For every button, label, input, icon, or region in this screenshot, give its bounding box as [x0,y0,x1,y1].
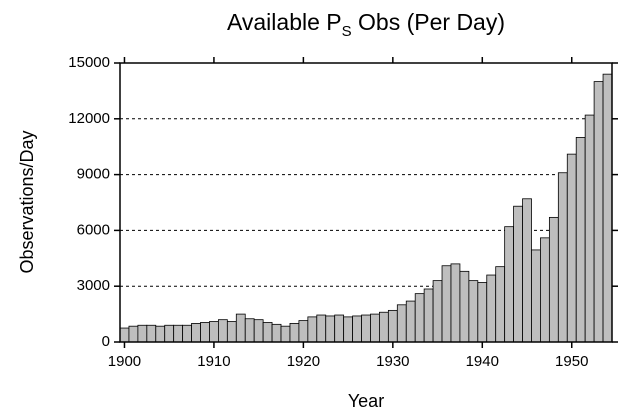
bar [164,324,175,343]
bar [155,325,166,343]
bar [522,198,532,343]
bar [540,237,550,343]
bar [370,313,380,343]
bar [379,311,389,343]
bar [602,73,613,343]
bar [414,293,425,343]
x-tick-label: 1900 [108,353,141,370]
y-tick-label: 6000 [77,221,110,238]
bar [450,263,461,343]
title-text: Available P [227,9,342,35]
y-tick-label: 12000 [68,110,110,127]
y-tick-label: 0 [102,333,110,350]
bar [548,216,559,343]
bar [495,266,506,343]
x-tick-label: 1910 [197,353,230,370]
bar [593,81,604,343]
bar [325,315,336,343]
bar [477,282,488,343]
bar [557,172,568,343]
plot-frame [119,62,613,343]
bar [289,322,300,343]
bar [209,321,219,343]
bar [575,136,586,343]
bar [146,324,157,343]
x-tick-label: 1920 [287,353,320,370]
bar [316,314,327,343]
bar [217,319,228,343]
bar [119,327,130,343]
y-tick-label: 3000 [77,277,110,294]
title-text: Obs (Per Day) [352,9,505,35]
bar [173,324,184,343]
bar [271,323,282,343]
bar [262,322,273,343]
bar [405,300,416,343]
title-subscript: S [342,23,352,40]
bar [191,322,201,343]
bar [352,315,362,343]
bar [253,319,264,343]
bar [396,304,407,343]
y-tick-label: 15000 [68,54,110,71]
x-tick-label: 1940 [466,353,499,370]
bar [441,265,452,343]
bar [423,288,434,343]
bar [361,314,371,343]
bar [334,314,345,343]
bar [486,274,497,343]
bar [432,280,443,343]
bar [513,205,523,343]
x-tick-label: 1950 [555,353,588,370]
bar [200,322,210,343]
bar [468,280,479,343]
bar [387,309,398,343]
bar [343,316,353,343]
bar [280,325,291,343]
bar [235,313,246,343]
bar [504,226,514,343]
bar [128,325,139,343]
bar [459,270,470,343]
bar [298,320,309,343]
bar [182,324,192,343]
bar [137,324,148,343]
x-axis-title: Year [348,391,384,411]
bar [307,316,318,343]
bar [244,318,255,343]
bar [566,153,577,343]
bar [584,114,595,343]
bar [226,321,237,343]
y-axis-title: Observations/Day [17,130,37,273]
x-tick-label: 1930 [376,353,409,370]
chart-title: Available PS Obs (Per Day) [227,9,505,40]
y-tick-label: 9000 [77,166,110,183]
bar [531,249,541,343]
